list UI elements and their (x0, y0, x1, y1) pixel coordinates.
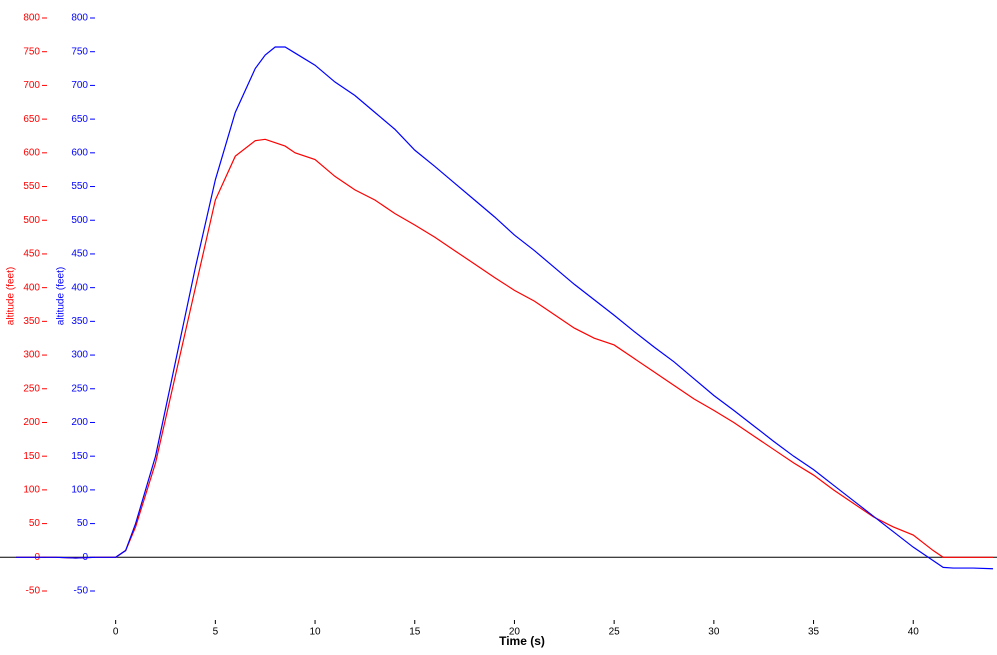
y-tick-label: 350 (23, 316, 40, 327)
y2-tick-label: 550 (71, 181, 88, 192)
y-tick-label: 250 (23, 383, 40, 394)
y2-tick-label: 500 (71, 215, 88, 226)
y2-tick-label: -50 (74, 586, 89, 597)
y-axis-label: altitude (feet) (6, 267, 17, 325)
y-tick-label: 650 (23, 114, 40, 125)
y2-tick-label: 450 (71, 249, 88, 260)
y-tick-label: 700 (23, 80, 40, 91)
y2-tick-label: 400 (71, 282, 88, 293)
x-tick-label: 35 (808, 627, 820, 638)
y2-tick-label: 100 (71, 485, 88, 496)
y-tick-label: 300 (23, 350, 40, 361)
series-line (15, 138, 994, 559)
y2-tick-label: 200 (71, 417, 88, 428)
y2-tick-label: 800 (71, 13, 88, 24)
y-tick-label: 400 (23, 282, 40, 293)
x-tick-label: 15 (409, 627, 421, 638)
y2-axis-label: altitude (feet) (56, 267, 67, 325)
y-tick-label: 600 (23, 147, 40, 158)
y-tick-label: 750 (23, 46, 40, 57)
x-tick-label: 10 (309, 627, 321, 638)
y2-tick-label: 250 (71, 383, 88, 394)
x-tick-label: 20 (509, 627, 521, 638)
y-tick-label: 200 (23, 417, 40, 428)
y-tick-label: 150 (23, 451, 40, 462)
y2-tick-label: 700 (71, 80, 88, 91)
y-tick-label: -50 (26, 586, 41, 597)
x-tick-label: 0 (113, 627, 119, 638)
y-tick-label: 550 (23, 181, 40, 192)
x-tick-label: 25 (609, 627, 621, 638)
y2-tick-label: 600 (71, 147, 88, 158)
y2-tick-label: 50 (77, 518, 89, 529)
y2-tick-label: 300 (71, 350, 88, 361)
y2-tick-label: 650 (71, 114, 88, 125)
y-tick-label: 800 (23, 13, 40, 24)
y-tick-label: 450 (23, 249, 40, 260)
y-tick-label: 500 (23, 215, 40, 226)
x-tick-label: 40 (908, 627, 920, 638)
x-axis-label: Time (s) (499, 634, 545, 648)
y2-tick-label: 150 (71, 451, 88, 462)
y2-tick-label: 750 (71, 46, 88, 57)
x-tick-label: 5 (213, 627, 219, 638)
y-tick-label: 100 (23, 485, 40, 496)
y-tick-label: 50 (29, 518, 41, 529)
y2-tick-label: 350 (71, 316, 88, 327)
x-tick-label: 30 (708, 627, 720, 638)
series-line (15, 46, 994, 570)
